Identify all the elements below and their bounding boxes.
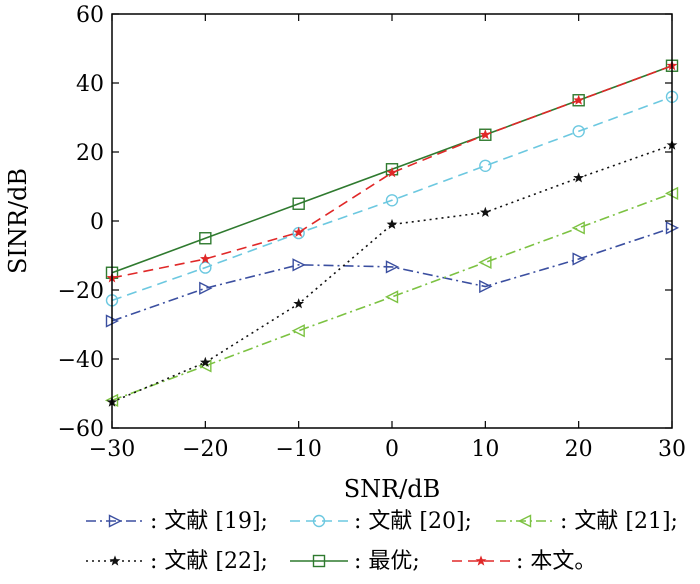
y-axis-label: SINR/dB xyxy=(4,168,32,274)
series-2 xyxy=(105,90,679,307)
data-point xyxy=(292,197,305,210)
data-point xyxy=(572,125,585,138)
data-point xyxy=(386,167,398,178)
y-tick-label: −40 xyxy=(58,348,104,373)
y-tick-label: 20 xyxy=(76,141,104,166)
data-point xyxy=(293,298,305,309)
series-1 xyxy=(105,221,680,328)
series-6 xyxy=(106,60,678,283)
legend-marker xyxy=(108,514,123,528)
data-point xyxy=(572,252,586,266)
data-point xyxy=(384,290,399,304)
data-point xyxy=(571,221,585,235)
legend-item: : 文献 [22]; xyxy=(86,549,268,574)
legend-item: : 最优; xyxy=(290,549,420,574)
y-tick-label: 40 xyxy=(76,72,104,97)
legend-item: : 文献 [21]; xyxy=(496,509,678,534)
x-axis-label: SNR/dB xyxy=(344,475,441,503)
data-point xyxy=(386,218,398,229)
data-point xyxy=(478,255,492,270)
x-tick-label: −10 xyxy=(275,437,321,462)
data-point xyxy=(480,129,491,140)
data-point xyxy=(385,260,400,274)
data-point xyxy=(572,94,585,107)
x-tick-label: −30 xyxy=(89,437,135,462)
series-4 xyxy=(106,139,678,407)
data-point xyxy=(291,324,305,338)
x-tick-label: −20 xyxy=(182,437,228,462)
y-tick-label: 0 xyxy=(90,210,104,235)
y-tick-label: −60 xyxy=(58,417,104,442)
legend-label: : 最优; xyxy=(354,549,420,574)
legend-label: : 文献 [21]; xyxy=(560,509,678,534)
x-tick-label: 20 xyxy=(565,437,593,462)
data-point xyxy=(199,232,212,245)
legend-label: : 本文。 xyxy=(516,549,596,574)
legend-marker xyxy=(109,555,121,566)
legend-marker xyxy=(312,514,326,528)
data-point xyxy=(200,356,211,368)
data-point xyxy=(292,258,306,272)
data-point xyxy=(479,206,491,218)
ticks-layer: −30 −20 −10 0 10 20 30 −60 −40 −20 0 20 40 60 xyxy=(58,3,686,462)
y-tick-label: 60 xyxy=(76,3,104,28)
y-tick-label: −20 xyxy=(58,279,104,304)
legend: : 文献 [19]; : 文献 [20]; : 文献 [21]; : 文献 [22];… xyxy=(86,509,678,574)
data-point xyxy=(199,281,213,295)
series-line xyxy=(111,227,673,322)
legend-label: : 文献 [20]; xyxy=(354,509,472,534)
x-tick-label: 30 xyxy=(658,437,686,462)
x-tick-label: 10 xyxy=(471,437,499,462)
data-point xyxy=(479,159,492,173)
data-point xyxy=(573,94,584,105)
series-line xyxy=(111,96,673,302)
legend-label: : 文献 [19]; xyxy=(150,509,268,534)
x-tick-label: 0 xyxy=(385,437,399,462)
data-point xyxy=(385,194,399,207)
legend-label: : 文献 [22]; xyxy=(150,549,268,574)
legend-item: : 文献 [20]; xyxy=(290,509,472,534)
series-layer xyxy=(104,59,680,408)
legend-marker xyxy=(517,514,532,528)
legend-marker xyxy=(312,554,326,568)
legend-item: : 本文。 xyxy=(452,549,596,574)
data-point xyxy=(573,172,585,183)
data-point xyxy=(200,253,211,264)
data-point xyxy=(293,226,305,238)
legend-marker xyxy=(475,555,487,566)
series-line xyxy=(111,144,673,403)
data-point xyxy=(479,279,493,294)
legend-item: : 文献 [19]; xyxy=(86,509,268,534)
data-point xyxy=(199,261,212,274)
